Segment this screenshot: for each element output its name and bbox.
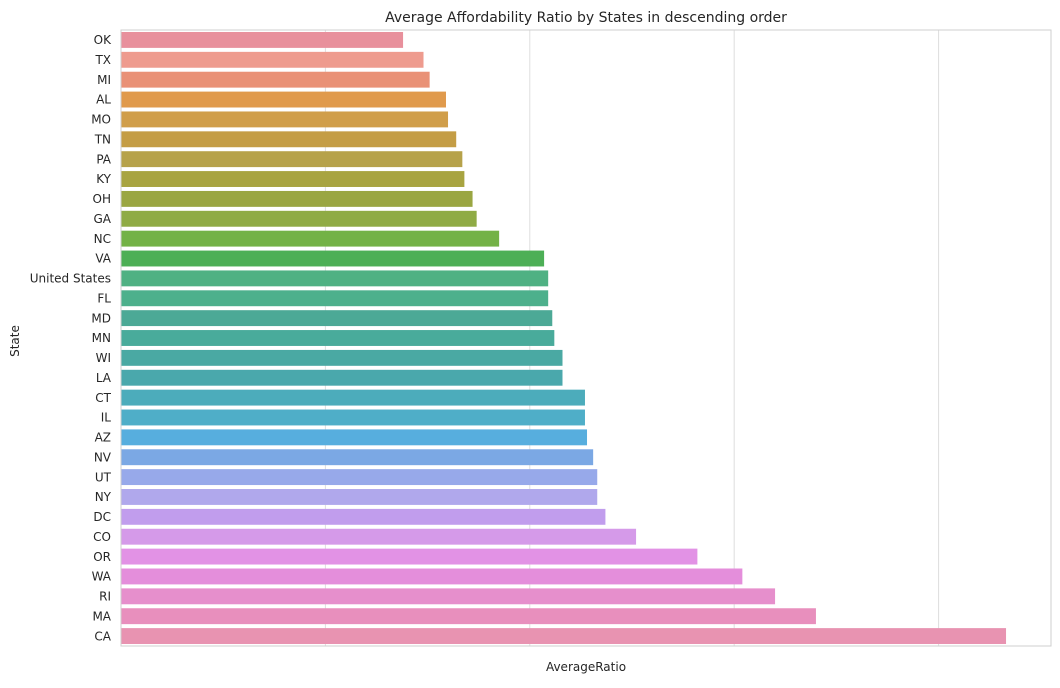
bar-united-states [121, 270, 549, 287]
bar-nv [121, 449, 594, 466]
y-tick-label-oh: OH [93, 192, 111, 206]
bar-oh [121, 190, 473, 207]
bar-wi [121, 349, 563, 366]
y-tick-label-al: AL [96, 93, 111, 107]
y-tick-label-ok: OK [94, 33, 112, 47]
y-tick-label-wa: WA [92, 570, 112, 584]
chart-title: Average Affordability Ratio by States in… [385, 10, 787, 26]
y-tick-label-az: AZ [95, 431, 111, 445]
y-tick-label-pa: PA [96, 152, 111, 166]
y-tick-label-ca: CA [94, 629, 111, 643]
y-tick-label-ut: UT [95, 470, 112, 484]
bar-mo [121, 111, 449, 128]
y-tick-label-ny: NY [95, 490, 112, 504]
bar-mi [121, 71, 430, 88]
bar-ma [121, 608, 816, 625]
y-tick-label-mi: MI [97, 73, 111, 87]
plot-frame [120, 29, 1052, 647]
bar-or [121, 548, 698, 565]
bar-al [121, 91, 446, 108]
bar-fl [121, 290, 549, 307]
bar-wa [121, 568, 743, 585]
y-tick-label-ga: GA [93, 212, 111, 226]
y-tick-label-mo: MO [91, 113, 111, 127]
y-tick-label-co: CO [93, 530, 111, 544]
bar-tx [121, 51, 424, 68]
y-tick-label-il: IL [101, 411, 112, 425]
bar-la [121, 369, 563, 386]
bar-tn [121, 131, 457, 148]
y-tick-label-la: LA [96, 371, 112, 385]
y-tick-label-tn: TN [94, 132, 111, 146]
y-tick-label-ky: KY [96, 172, 111, 186]
bar-ct [121, 389, 585, 406]
y-tick-label-nv: NV [94, 450, 112, 464]
y-tick-label-mn: MN [92, 331, 111, 345]
y-tick-labels: OK TX MI AL MO TN PA KY OH GA NC VA United States FL M… [30, 33, 112, 643]
bar-ga [121, 210, 477, 227]
bar-az [121, 429, 588, 446]
bar-ut [121, 469, 598, 486]
y-tick-label-md: MD [91, 311, 111, 325]
y-tick-label-nc: NC [94, 232, 111, 246]
bar-mn [121, 330, 555, 346]
y-tick-label-tx: TX [94, 53, 111, 67]
bar-pa [121, 151, 463, 168]
y-tick-label-united-states: United States [30, 272, 111, 286]
y-tick-label-ri: RI [99, 590, 111, 604]
y-tick-label-dc: DC [93, 510, 111, 524]
bar-ca [121, 628, 1007, 645]
bar-dc [121, 508, 606, 525]
bar-ri [121, 588, 776, 605]
y-tick-label-ma: MA [92, 609, 111, 623]
x-axis-label: AverageRatio [546, 660, 626, 674]
bar-ky [121, 171, 465, 187]
bar-nc [121, 230, 500, 247]
y-tick-label-or: OR [93, 550, 111, 564]
y-axis-label: State [8, 325, 22, 357]
bar-layer [121, 31, 1007, 645]
bar-ny [121, 489, 598, 505]
y-tick-label-va: VA [95, 252, 111, 266]
bar-va [121, 250, 545, 267]
bar-ok [121, 31, 404, 48]
bar-co [121, 528, 637, 545]
bar-md [121, 310, 553, 327]
bar-il [121, 409, 585, 426]
y-tick-label-ct: CT [95, 391, 111, 405]
y-tick-label-fl: FL [97, 291, 111, 305]
y-tick-label-wi: WI [96, 351, 111, 365]
